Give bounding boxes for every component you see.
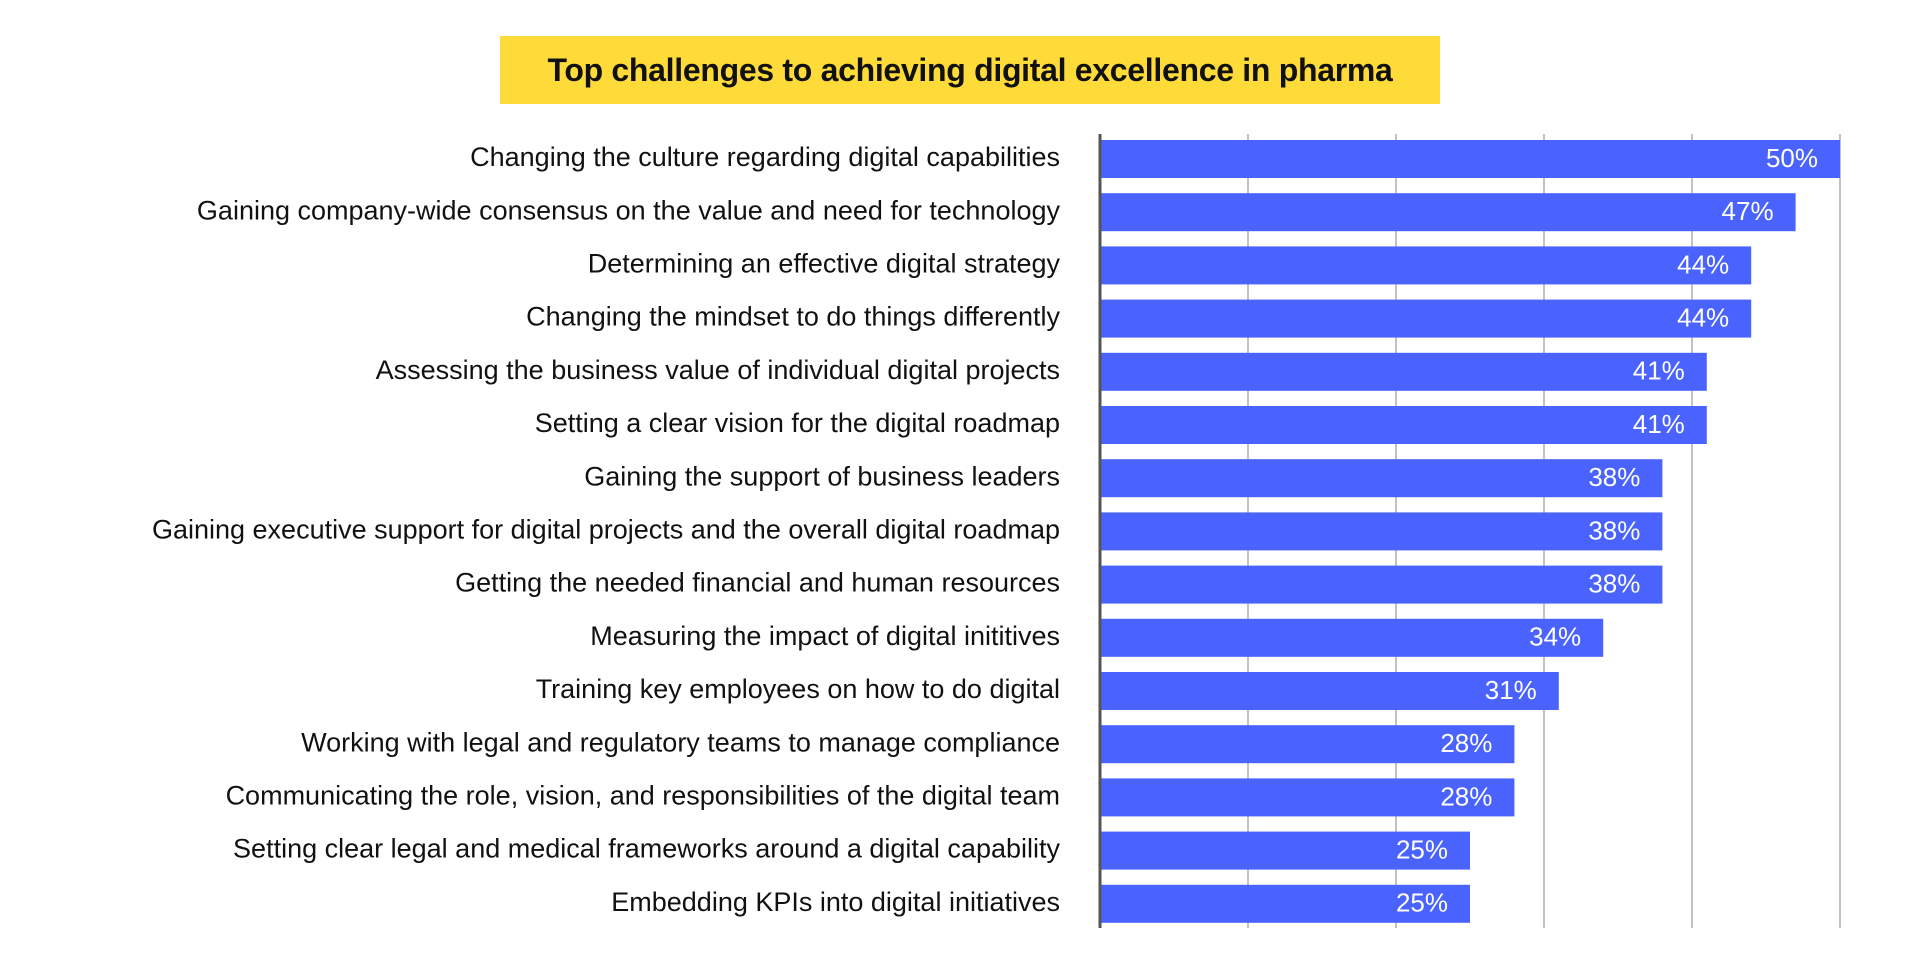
category-label-5: Assessing the business value of individu…: [376, 355, 1060, 385]
bar-15: [1100, 884, 1470, 923]
bar-9: [1100, 565, 1663, 604]
category-label-2: Gaining company-wide consensus on the va…: [197, 195, 1061, 225]
bar-7: [1100, 459, 1663, 498]
value-label-15: 25%: [1396, 888, 1448, 918]
value-label-4: 44%: [1677, 302, 1729, 332]
bar-13: [1100, 778, 1515, 817]
value-label-2: 47%: [1722, 196, 1774, 226]
value-label-13: 28%: [1440, 781, 1492, 811]
category-label-4: Changing the mindset to do things differ…: [526, 302, 1060, 332]
bar-11: [1100, 672, 1559, 710]
value-label-1: 50%: [1766, 143, 1818, 173]
category-label-13: Communicating the role, vision, and resp…: [226, 781, 1060, 811]
bar-1: [1100, 140, 1840, 178]
bar-5: [1100, 352, 1707, 391]
category-label-12: Working with legal and regulatory teams …: [301, 727, 1060, 757]
category-label-14: Setting clear legal and medical framewor…: [233, 834, 1060, 864]
category-label-1: Changing the culture regarding digital c…: [470, 142, 1060, 172]
value-label-7: 38%: [1588, 462, 1640, 492]
category-label-6: Setting a clear vision for the digital r…: [535, 408, 1060, 438]
category-label-7: Gaining the support of business leaders: [584, 461, 1060, 491]
bar-3: [1100, 246, 1752, 285]
bar-2: [1100, 193, 1796, 232]
category-label-3: Determining an effective digital strateg…: [588, 249, 1061, 279]
value-label-8: 38%: [1588, 515, 1640, 545]
category-label-15: Embedding KPIs into digital initiatives: [611, 887, 1060, 917]
value-label-10: 34%: [1529, 622, 1581, 652]
chart-title-banner: Top challenges to achieving digital exce…: [500, 36, 1440, 104]
bar-12: [1100, 725, 1515, 764]
value-label-12: 28%: [1440, 728, 1492, 758]
value-label-3: 44%: [1677, 249, 1729, 279]
bar-6: [1100, 406, 1707, 444]
value-label-5: 41%: [1633, 356, 1685, 386]
value-label-11: 31%: [1485, 675, 1537, 705]
category-label-10: Measuring the impact of digital inititiv…: [590, 621, 1060, 651]
category-label-11: Training key employees on how to do digi…: [536, 674, 1060, 704]
category-label-9: Getting the needed financial and human r…: [455, 568, 1060, 598]
bar-8: [1100, 512, 1663, 551]
bar-14: [1100, 831, 1470, 870]
bar-4: [1100, 299, 1752, 338]
category-label-8: Gaining executive support for digital pr…: [152, 515, 1060, 545]
value-label-9: 38%: [1588, 568, 1640, 598]
chart-title: Top challenges to achieving digital exce…: [547, 51, 1393, 88]
bar-10: [1100, 618, 1604, 657]
value-label-6: 41%: [1633, 409, 1685, 439]
value-label-14: 25%: [1396, 834, 1448, 864]
